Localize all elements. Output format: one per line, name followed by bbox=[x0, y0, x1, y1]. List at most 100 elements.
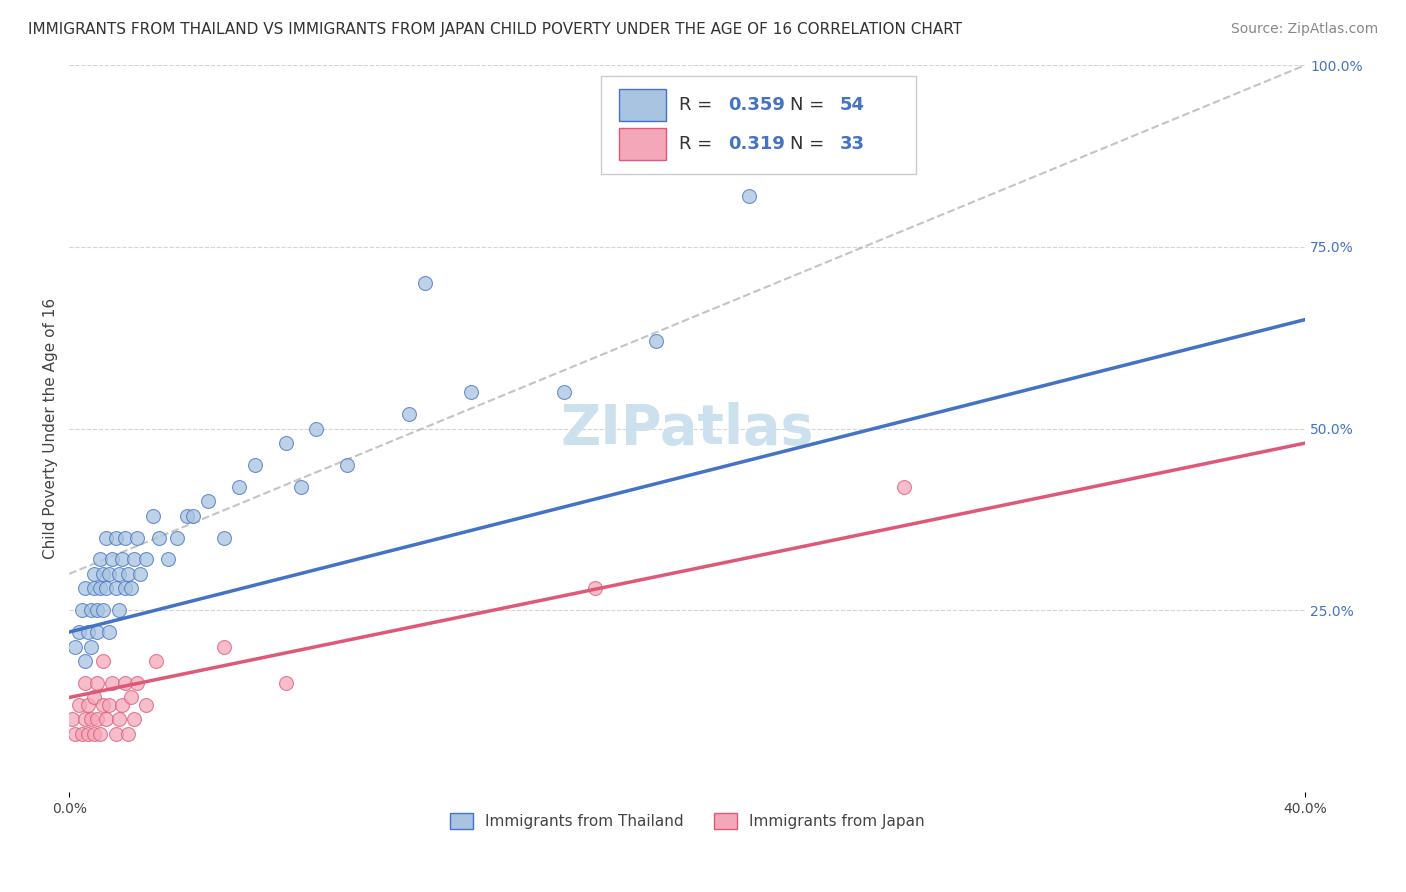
Point bbox=[413, 276, 436, 290]
Point bbox=[96, 712, 118, 726]
Point bbox=[181, 508, 204, 523]
Point bbox=[583, 582, 606, 596]
Point bbox=[83, 582, 105, 596]
Point bbox=[86, 676, 108, 690]
Point bbox=[83, 727, 105, 741]
Point bbox=[98, 566, 121, 581]
Point bbox=[86, 712, 108, 726]
Point bbox=[80, 712, 103, 726]
Point bbox=[197, 494, 219, 508]
Text: IMMIGRANTS FROM THAILAND VS IMMIGRANTS FROM JAPAN CHILD POVERTY UNDER THE AGE OF: IMMIGRANTS FROM THAILAND VS IMMIGRANTS F… bbox=[28, 22, 962, 37]
Point bbox=[114, 676, 136, 690]
Point bbox=[274, 676, 297, 690]
Point bbox=[212, 640, 235, 654]
Point bbox=[107, 603, 129, 617]
Point bbox=[73, 582, 96, 596]
FancyBboxPatch shape bbox=[619, 128, 666, 160]
Y-axis label: Child Poverty Under the Age of 16: Child Poverty Under the Age of 16 bbox=[44, 298, 58, 559]
Legend: Immigrants from Thailand, Immigrants from Japan: Immigrants from Thailand, Immigrants fro… bbox=[444, 807, 931, 835]
Point bbox=[135, 552, 157, 566]
Point bbox=[553, 385, 575, 400]
FancyBboxPatch shape bbox=[619, 89, 666, 121]
Text: R =: R = bbox=[679, 135, 724, 153]
Point bbox=[67, 625, 90, 640]
Point bbox=[73, 676, 96, 690]
Point bbox=[83, 690, 105, 705]
Point bbox=[111, 698, 134, 712]
Point bbox=[176, 508, 198, 523]
Text: 0.359: 0.359 bbox=[728, 96, 785, 114]
Point bbox=[107, 566, 129, 581]
Point bbox=[111, 552, 134, 566]
Point bbox=[80, 603, 103, 617]
Point bbox=[460, 385, 482, 400]
Point bbox=[228, 480, 250, 494]
Point bbox=[127, 531, 149, 545]
Point bbox=[117, 727, 139, 741]
Point bbox=[107, 712, 129, 726]
Point bbox=[274, 436, 297, 450]
Point bbox=[91, 698, 114, 712]
Point bbox=[65, 727, 87, 741]
Point bbox=[122, 712, 145, 726]
Point bbox=[127, 676, 149, 690]
Point bbox=[73, 654, 96, 668]
Point bbox=[290, 480, 312, 494]
Text: N =: N = bbox=[790, 135, 830, 153]
Text: N =: N = bbox=[790, 96, 830, 114]
Point bbox=[98, 698, 121, 712]
Point bbox=[645, 334, 668, 349]
Text: R =: R = bbox=[679, 96, 717, 114]
Point bbox=[70, 727, 93, 741]
Point bbox=[336, 458, 359, 472]
Point bbox=[65, 640, 87, 654]
Text: 54: 54 bbox=[839, 96, 865, 114]
Point bbox=[86, 625, 108, 640]
Point bbox=[129, 566, 152, 581]
Point bbox=[76, 625, 98, 640]
Text: 33: 33 bbox=[839, 135, 865, 153]
Point bbox=[166, 531, 188, 545]
Point bbox=[96, 531, 118, 545]
Point bbox=[91, 603, 114, 617]
Point bbox=[104, 531, 127, 545]
Point bbox=[86, 603, 108, 617]
Point bbox=[67, 698, 90, 712]
Point bbox=[89, 582, 111, 596]
Point bbox=[157, 552, 180, 566]
Point bbox=[89, 552, 111, 566]
Point bbox=[243, 458, 266, 472]
Point bbox=[142, 508, 165, 523]
Point bbox=[76, 698, 98, 712]
Point bbox=[70, 603, 93, 617]
Text: 0.319: 0.319 bbox=[728, 135, 785, 153]
Point bbox=[738, 189, 761, 203]
Point bbox=[122, 552, 145, 566]
Point bbox=[83, 566, 105, 581]
Point bbox=[135, 698, 157, 712]
Point bbox=[91, 654, 114, 668]
Point bbox=[117, 566, 139, 581]
Point bbox=[148, 531, 170, 545]
Point bbox=[91, 566, 114, 581]
Point bbox=[120, 690, 142, 705]
Point bbox=[60, 712, 83, 726]
Point bbox=[305, 421, 328, 435]
Point bbox=[73, 712, 96, 726]
Text: ZIPatlas: ZIPatlas bbox=[561, 401, 814, 456]
Point bbox=[96, 582, 118, 596]
Point bbox=[893, 480, 915, 494]
Point bbox=[104, 727, 127, 741]
Point bbox=[104, 582, 127, 596]
Point bbox=[101, 676, 124, 690]
Point bbox=[89, 727, 111, 741]
Point bbox=[145, 654, 167, 668]
Point bbox=[212, 531, 235, 545]
Point bbox=[76, 727, 98, 741]
Point bbox=[80, 640, 103, 654]
FancyBboxPatch shape bbox=[600, 76, 915, 174]
Point bbox=[101, 552, 124, 566]
Point bbox=[398, 407, 420, 421]
Point bbox=[98, 625, 121, 640]
Point bbox=[120, 582, 142, 596]
